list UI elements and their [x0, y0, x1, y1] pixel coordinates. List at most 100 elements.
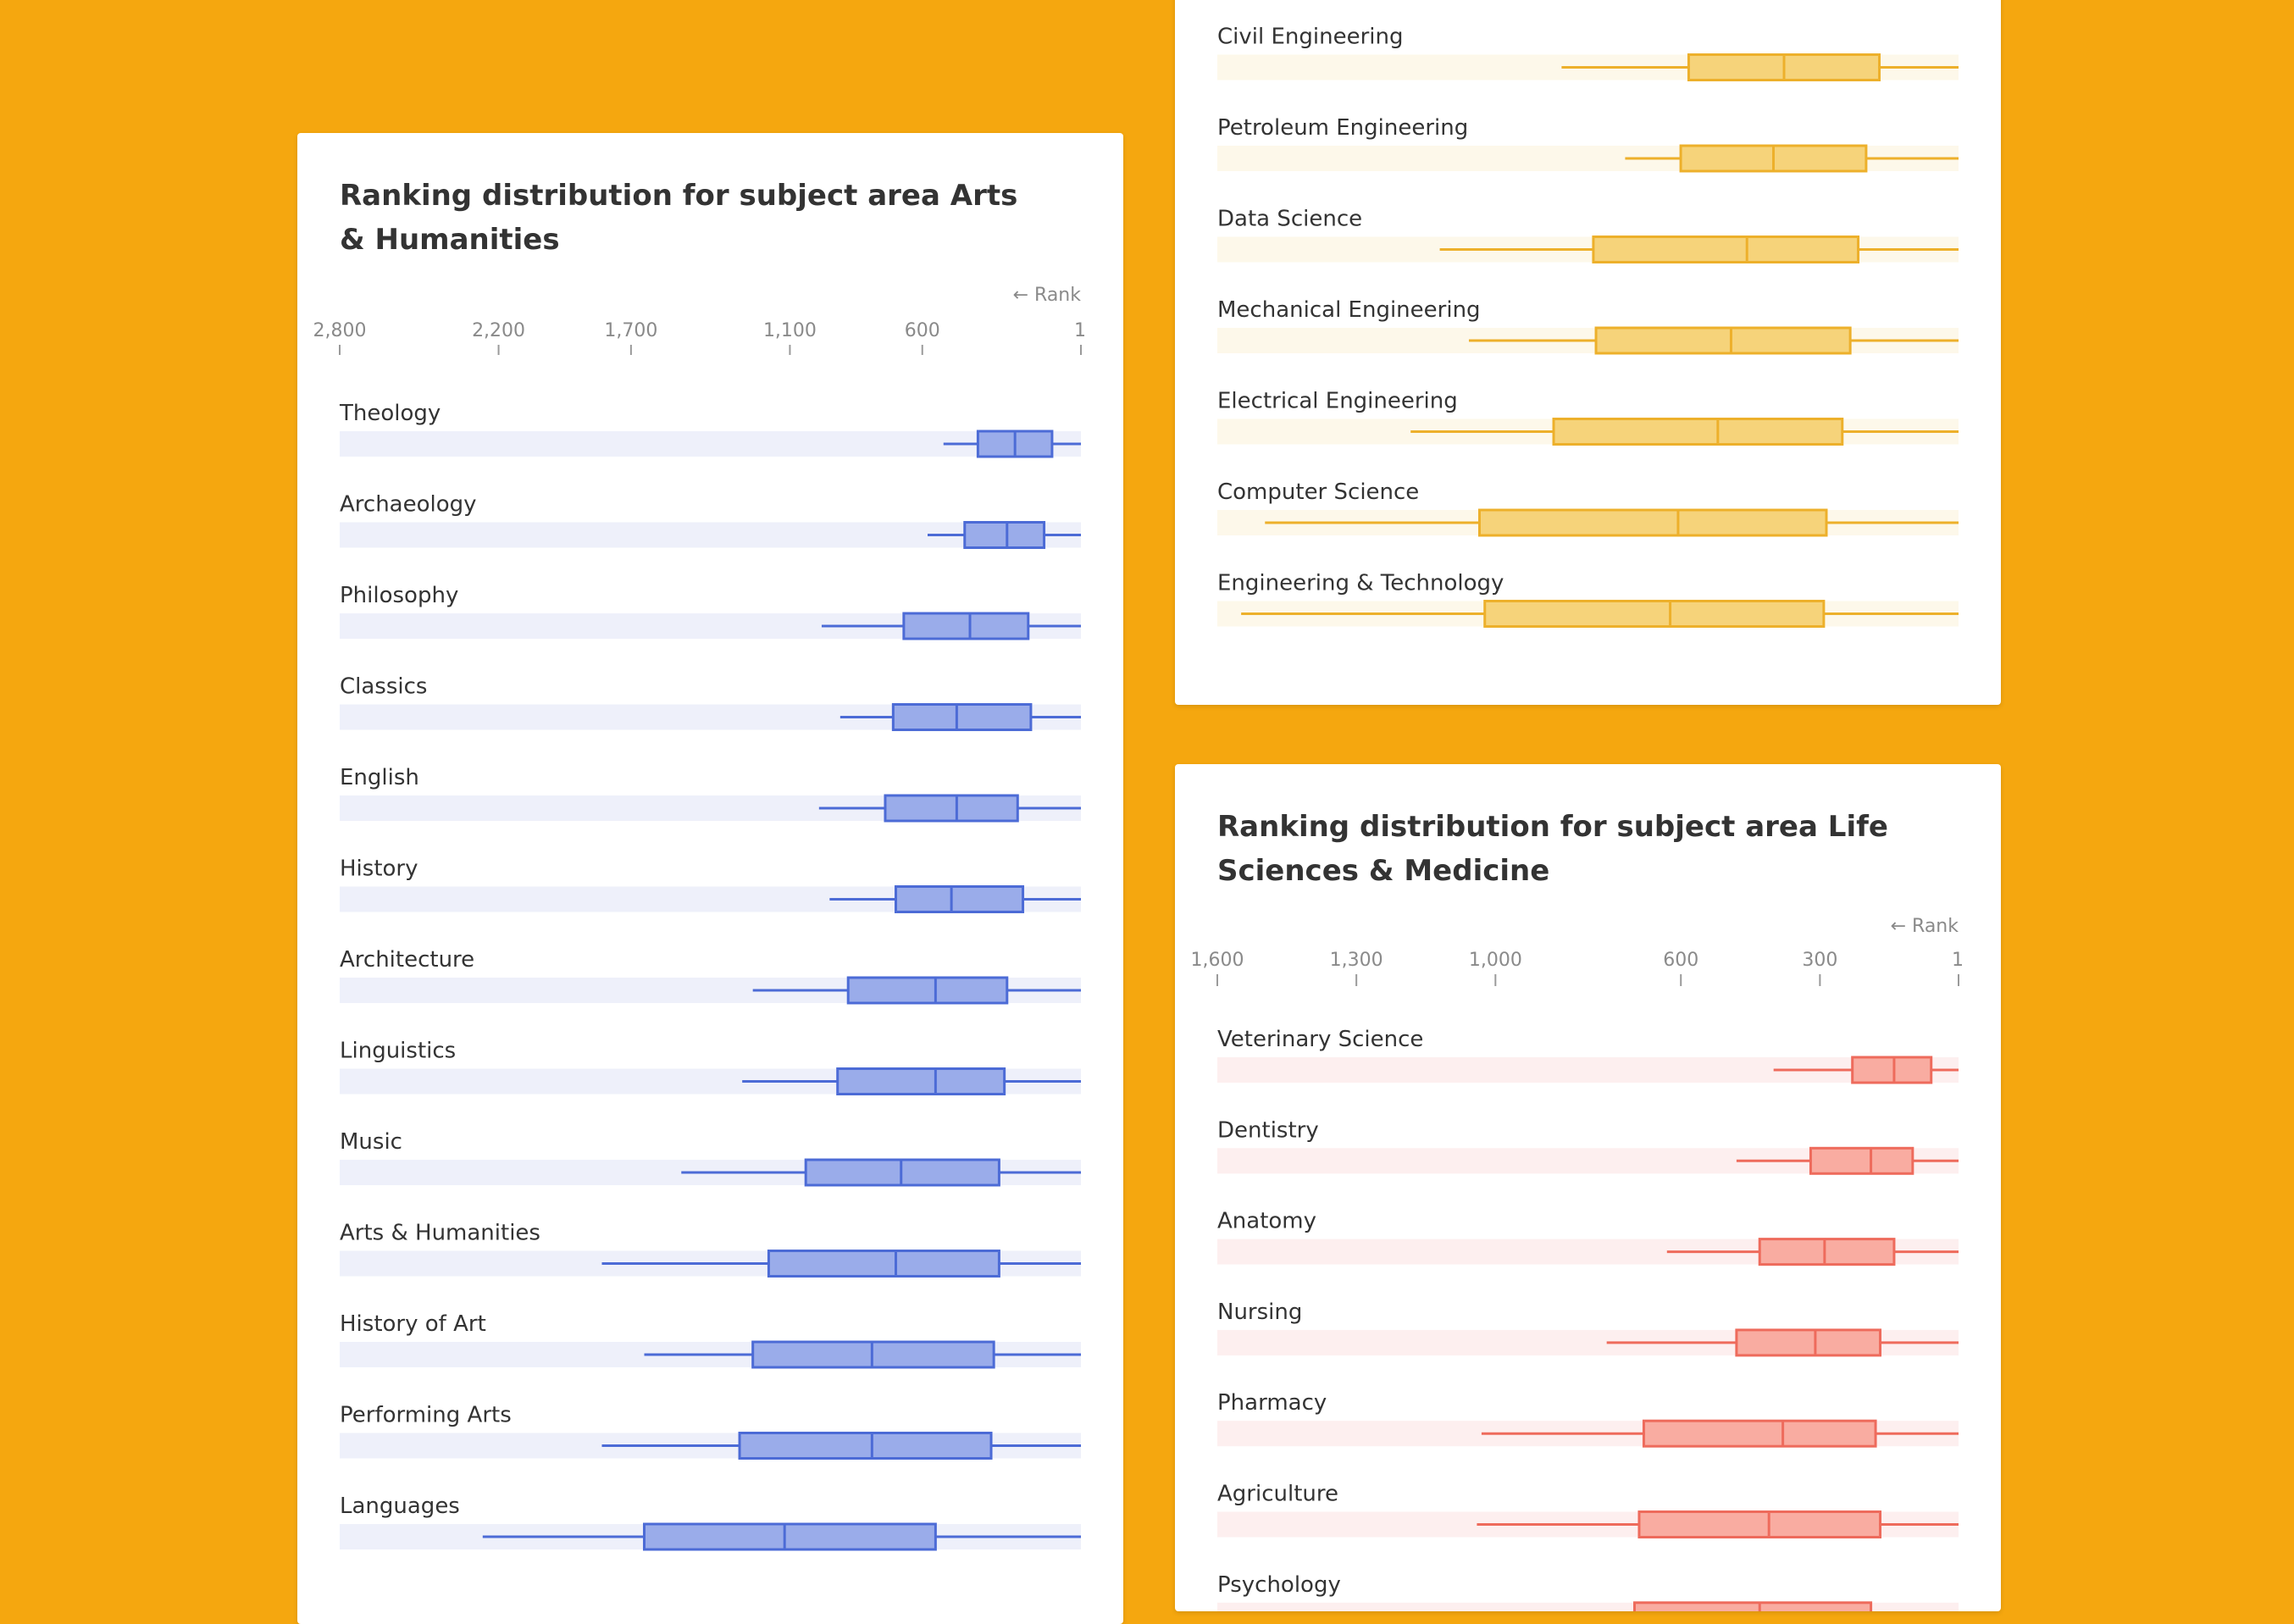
axis-label: ← Rank	[1013, 285, 1082, 306]
tick-label: 1,600	[1191, 950, 1244, 971]
row-label: Arts & Humanities	[340, 1221, 540, 1246]
iqr-box	[751, 1340, 995, 1369]
iqr-box	[1592, 236, 1860, 263]
iqr-box	[963, 521, 1046, 549]
row-label: Computer Science	[1217, 479, 1419, 505]
box-row: Agriculture	[1217, 1482, 1959, 1538]
iqr-box	[1851, 1056, 1933, 1084]
iqr-box	[891, 703, 1033, 731]
box-row: Nursing	[1217, 1300, 1959, 1357]
iqr-box	[1735, 1328, 1882, 1357]
row-label: Agriculture	[1217, 1482, 1338, 1507]
row-label: Data Science	[1217, 207, 1362, 232]
iqr-box	[1632, 1601, 1873, 1611]
row-label: Veterinary Science	[1217, 1027, 1423, 1052]
box-row: Electrical Engineering	[1217, 389, 1959, 446]
iqr-box	[902, 612, 1030, 640]
chart-plot-arts: ← Rank 2,800 2,200 1,700 1,100 600 1 Theology Ar…	[313, 285, 1086, 1551]
row-label: Performing Arts	[340, 1403, 512, 1428]
box-row: Music	[340, 1129, 1081, 1187]
tick-label: 1,700	[604, 320, 657, 341]
box-row: Data Science	[1217, 207, 1959, 263]
row-label: Psychology	[1217, 1572, 1341, 1598]
box-row: History of Art	[340, 1311, 1081, 1369]
box-row: Pharmacy	[1217, 1390, 1959, 1448]
iqr-box	[1552, 418, 1844, 446]
iqr-box	[1758, 1238, 1896, 1266]
box-row: Civil Engineering	[1217, 25, 1959, 81]
row-label: Philosophy	[340, 583, 458, 608]
box-row: English	[340, 765, 1081, 823]
tick-label: 300	[1802, 950, 1837, 971]
iqr-box	[767, 1250, 1000, 1278]
iqr-box	[846, 976, 1009, 1005]
box-row: Philosophy	[340, 583, 1081, 640]
box-row: Languages	[340, 1494, 1081, 1551]
box-row: Computer Science	[1217, 479, 1959, 537]
chart-title: Ranking distribution for subject area Li…	[1217, 810, 1888, 888]
box-row: Veterinary Science	[1217, 1027, 1959, 1084]
tick-label: 1	[1074, 320, 1086, 341]
iqr-box	[643, 1522, 937, 1551]
tick-label: 2,200	[472, 320, 525, 341]
tick-label: 1	[1952, 950, 1964, 971]
row-label: Petroleum Engineering	[1217, 115, 1468, 141]
box-row: Dentistry	[1217, 1117, 1959, 1175]
box-row: Engineering & Technology	[1217, 571, 1959, 628]
row-label: Engineering & Technology	[1217, 571, 1504, 596]
tick-label: 1,300	[1330, 950, 1383, 971]
row-label: Music	[340, 1129, 402, 1155]
tick-label: 2,800	[313, 320, 367, 341]
row-label: Theology	[339, 401, 441, 426]
chart-plot-life: ← Rank 1,600 1,300 1,000 600 300 1 Veterinary S…	[1191, 916, 1964, 1611]
box-row: Anatomy	[1217, 1209, 1959, 1266]
row-label: Civil Engineering	[1217, 25, 1403, 50]
box-row: Classics	[340, 674, 1081, 731]
row-label: History of Art	[340, 1311, 486, 1337]
iqr-box	[1477, 508, 1828, 537]
row-label: Languages	[340, 1494, 460, 1519]
iqr-box	[884, 794, 1019, 823]
chart-card-life-sciences-medicine: Ranking distribution for subject area Li…	[1175, 764, 2001, 1611]
row-label: Dentistry	[1217, 1117, 1319, 1143]
iqr-box	[836, 1067, 1006, 1095]
row-label: Electrical Engineering	[1217, 389, 1458, 414]
box-row: Arts & Humanities	[340, 1221, 1081, 1278]
row-label: Linguistics	[340, 1039, 456, 1064]
box-row: Theology	[339, 401, 1081, 458]
box-row: Linguistics	[340, 1039, 1081, 1095]
iqr-box	[738, 1432, 993, 1460]
row-label: Mechanical Engineering	[1217, 297, 1481, 323]
box-row: Archaeology	[340, 492, 1081, 549]
tick-label: 600	[1663, 950, 1698, 971]
box-row: Performing Arts	[340, 1403, 1081, 1460]
axis-label: ← Rank	[1891, 916, 1959, 937]
chart-card-arts-humanities: Ranking distribution for subject area Ar…	[297, 133, 1123, 1624]
iqr-box	[1637, 1510, 1882, 1538]
box-row: Psychology	[1217, 1572, 1959, 1611]
tick-label: 1,100	[763, 320, 817, 341]
box-row: History	[340, 856, 1081, 913]
box-row: Petroleum Engineering	[1217, 115, 1959, 173]
box-row: Mechanical Engineering	[1217, 297, 1959, 355]
iqr-box	[1642, 1419, 1877, 1448]
row-label: Classics	[340, 674, 427, 700]
iqr-box	[804, 1158, 1000, 1187]
row-label: Anatomy	[1217, 1209, 1316, 1234]
box-row: Architecture	[340, 947, 1081, 1005]
tick-label: 1,000	[1469, 950, 1522, 971]
row-label: Archaeology	[340, 492, 477, 518]
iqr-box	[1594, 326, 1852, 355]
iqr-box	[894, 885, 1025, 913]
chart-title: Ranking distribution for subject area Ar…	[340, 179, 1018, 257]
tick-label: 600	[905, 320, 940, 341]
iqr-box	[1483, 600, 1826, 628]
row-label: English	[340, 765, 419, 790]
iqr-box	[1809, 1146, 1914, 1175]
row-label: History	[340, 856, 418, 882]
chart-card-engineering-technology: Civil Engineering Petroleum Engineering Da…	[1175, 0, 2001, 705]
row-label: Pharmacy	[1217, 1390, 1327, 1416]
row-label: Architecture	[340, 947, 474, 973]
chart-plot-engineering: Civil Engineering Petroleum Engineering Da…	[1217, 25, 1959, 628]
row-label: Nursing	[1217, 1300, 1302, 1325]
